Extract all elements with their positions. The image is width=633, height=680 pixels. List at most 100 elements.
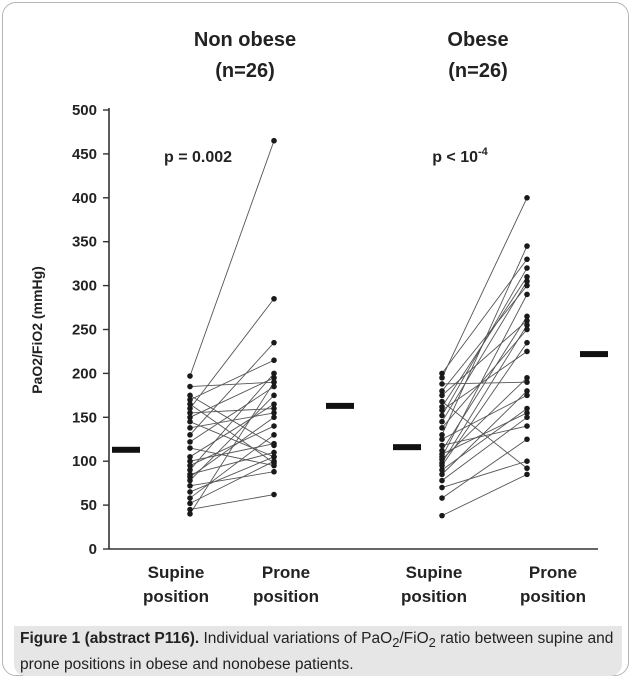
- paired-line: [441, 438, 528, 499]
- prone-point: [524, 458, 530, 465]
- prone-mean-bar: [326, 402, 354, 409]
- paired-line: [441, 390, 528, 475]
- paired-line: [189, 140, 275, 377]
- prone-point: [271, 379, 277, 385]
- supine-point: [187, 401, 193, 407]
- paired-line: [441, 320, 528, 396]
- prone-point: [524, 322, 530, 328]
- prone-point: [524, 392, 530, 399]
- panel-title-line2: (n=26): [215, 60, 274, 82]
- p-value-label: p < 10-4: [432, 146, 488, 166]
- caption-text-2: /FiO: [399, 630, 429, 647]
- category-label: Supine: [148, 563, 205, 582]
- y-axis-label: PaO2/FiO2 (mmHg): [29, 266, 45, 394]
- paired-line: [441, 342, 528, 466]
- prone-point: [524, 282, 530, 289]
- prone-point: [271, 137, 277, 144]
- category-label: Supine: [406, 563, 463, 582]
- prone-point: [271, 357, 277, 364]
- paired-line: [189, 425, 275, 466]
- prone-point: [524, 405, 530, 412]
- paired-line: [441, 324, 528, 464]
- prone-point: [271, 468, 277, 475]
- prone-point: [271, 374, 277, 381]
- supine-point: [187, 414, 193, 421]
- paired-line: [441, 394, 528, 440]
- prone-point: [524, 195, 530, 201]
- prone-point: [271, 454, 277, 460]
- prone-point: [524, 348, 530, 355]
- y-tick-label: 150: [72, 409, 97, 426]
- paired-line: [189, 298, 275, 409]
- prone-point: [524, 379, 530, 385]
- paired-line: [189, 494, 275, 510]
- paired-line: [441, 401, 528, 469]
- prone-point: [524, 471, 530, 478]
- prone-point: [524, 278, 530, 285]
- panel-title-line2: (n=26): [448, 60, 507, 82]
- prone-point: [271, 423, 277, 429]
- prone-point: [524, 265, 530, 271]
- prone-point: [271, 370, 277, 377]
- supine-point: [187, 392, 193, 399]
- panel-title-line1: Obese: [447, 29, 508, 51]
- supine-point: [187, 495, 193, 501]
- paired-line: [441, 197, 528, 378]
- paired-line: [189, 460, 275, 504]
- prone-point: [271, 410, 277, 416]
- prone-point: [271, 339, 277, 346]
- supine-point: [187, 425, 193, 431]
- supine-point: [439, 370, 445, 377]
- paired-line: [189, 386, 275, 443]
- supine-point: [439, 398, 445, 405]
- supine-mean-bar: [112, 446, 140, 453]
- prone-mean-bar: [580, 351, 608, 358]
- p-value-superscript: -4: [478, 146, 489, 158]
- p-value-main: p < 10: [432, 149, 478, 166]
- panel-obese: Obese (n=26) p < 10-4 Supine position Pron…: [393, 29, 608, 606]
- paired-line: [441, 473, 528, 517]
- category-label: position: [401, 587, 467, 606]
- category-label: position: [253, 587, 319, 606]
- paired-line: [189, 377, 275, 418]
- paired-line: [441, 412, 528, 455]
- paired-line: [441, 460, 528, 488]
- caption-text-3: ratio between supine and prone positions…: [20, 630, 614, 674]
- paired-line: [189, 381, 275, 388]
- paired-line: [441, 276, 528, 408]
- supine-point: [439, 432, 445, 438]
- supine-point: [187, 432, 193, 438]
- prone-point: [524, 274, 530, 280]
- paired-line: [189, 451, 275, 475]
- supine-point: [439, 374, 445, 381]
- paired-line: [189, 408, 275, 414]
- supine-point: [439, 495, 445, 501]
- supine-point: [187, 396, 193, 403]
- supine-point: [439, 442, 445, 449]
- supine-point: [439, 467, 445, 473]
- supine-point: [187, 458, 193, 465]
- supine-point: [187, 405, 193, 412]
- supine-point: [187, 373, 193, 379]
- y-tick-label: 400: [72, 190, 97, 207]
- supine-point: [187, 410, 193, 416]
- caption-sub-1: 2: [392, 635, 400, 651]
- prone-point: [524, 256, 530, 263]
- paired-line: [189, 416, 275, 478]
- supine-point: [187, 445, 193, 451]
- prone-point: [271, 295, 277, 302]
- y-tick-label: 100: [72, 453, 97, 470]
- paired-line: [189, 421, 275, 458]
- paired-line: [189, 471, 275, 487]
- y-tick-label: 0: [89, 541, 97, 558]
- paired-line: [189, 443, 275, 462]
- y-tick-label: 450: [72, 146, 97, 163]
- category-label: position: [143, 587, 209, 606]
- caption-text-1: Individual variations of PaO: [199, 630, 393, 647]
- supine-point: [439, 436, 445, 443]
- prone-point: [524, 313, 530, 320]
- prone-point: [271, 460, 277, 466]
- prone-point: [524, 339, 530, 346]
- supine-point: [187, 500, 193, 507]
- paired-line: [441, 416, 528, 481]
